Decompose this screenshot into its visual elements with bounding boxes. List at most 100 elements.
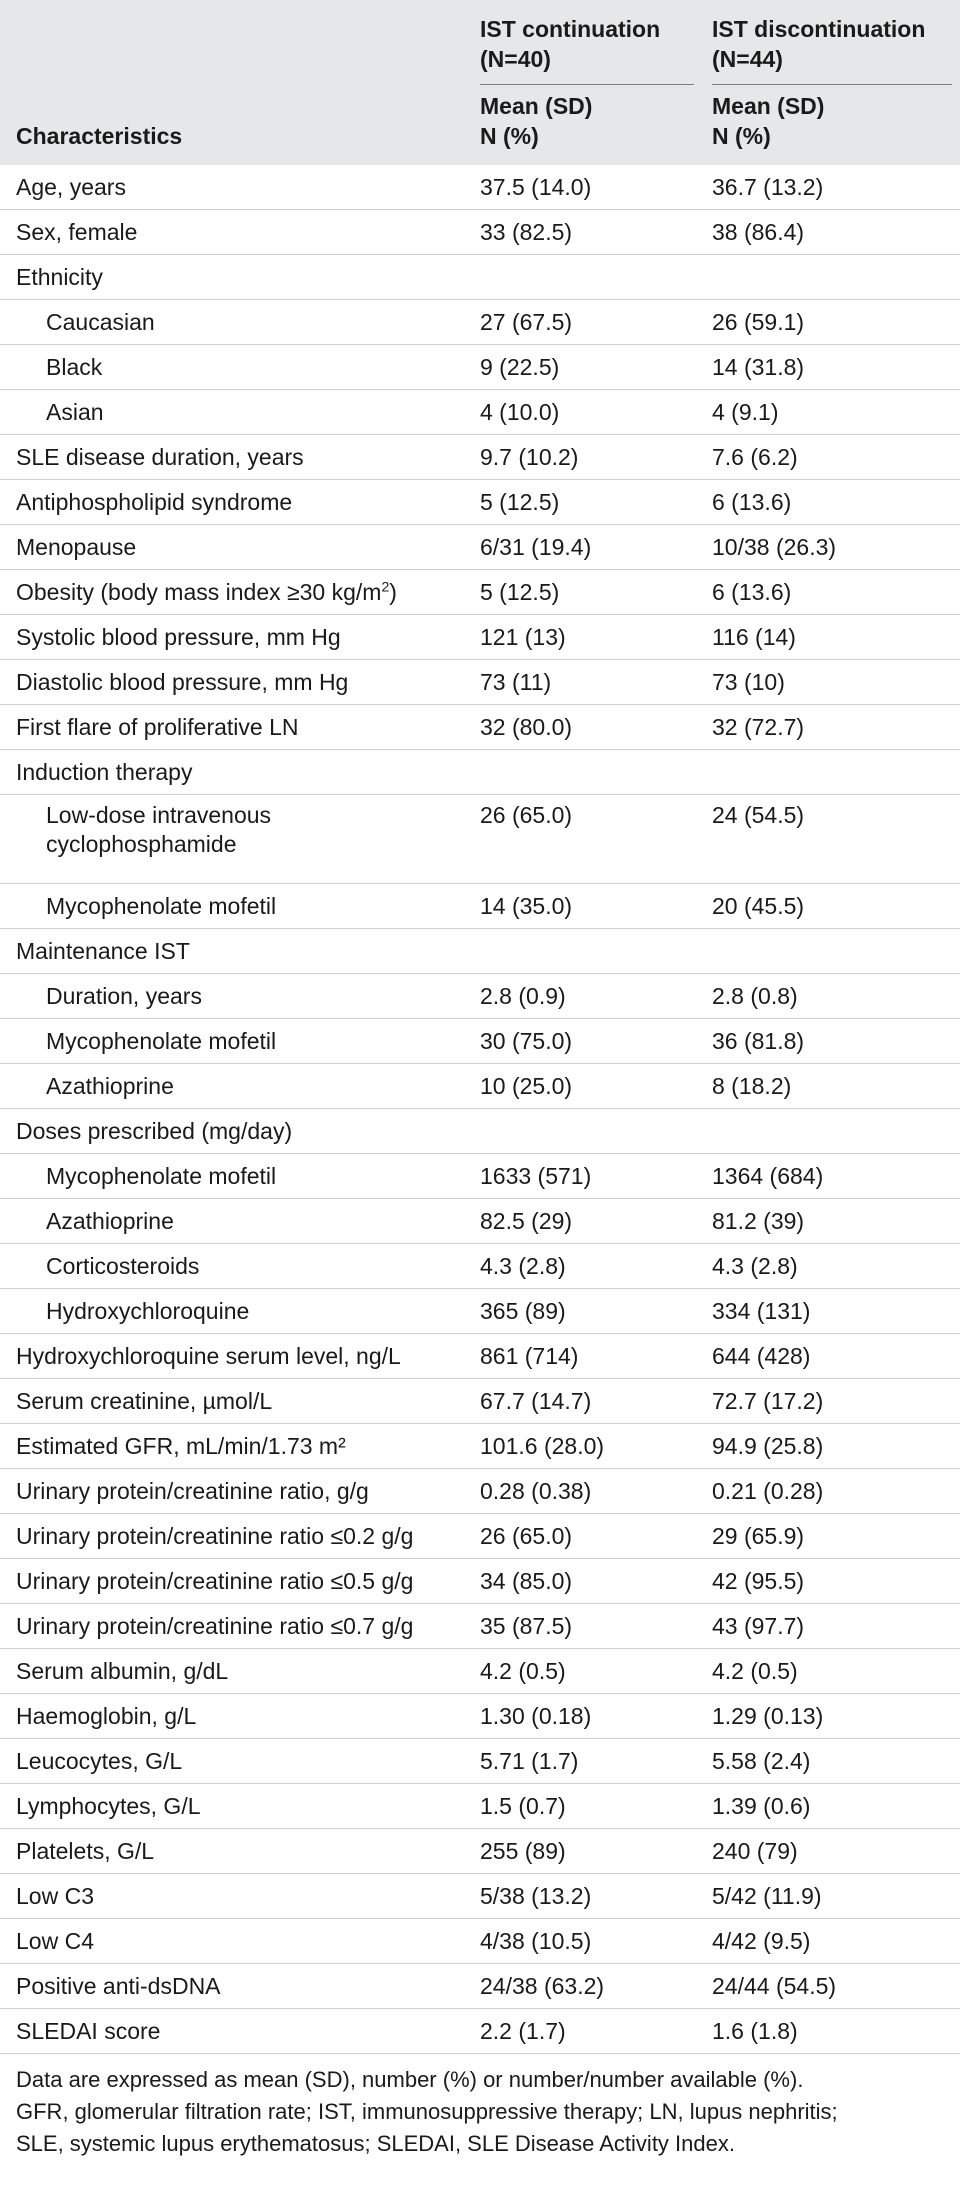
table-row: Ethnicity: [0, 254, 960, 300]
ist-continuation-value: 5/38 (13.2): [470, 1873, 702, 1919]
ist-continuation-value: 34 (85.0): [470, 1558, 702, 1604]
ist-discontinuation-value: 10/38 (26.3): [702, 524, 960, 570]
ist-continuation-value: 9 (22.5): [470, 344, 702, 390]
ist-discontinuation-value: 4.2 (0.5): [702, 1648, 960, 1694]
table-row: Sex, female 33 (82.5) 38 (86.4): [0, 209, 960, 255]
characteristics-column-header: Characteristics: [0, 0, 470, 165]
row-label-text: Low C4: [16, 1927, 94, 1954]
table-row: Positive anti-dsDNA 24/38 (63.2) 24/44 (54…: [0, 1963, 960, 2009]
ist-discontinuation-value: 1364 (684): [702, 1153, 960, 1199]
ist-continuation-value: 26 (65.0): [470, 794, 702, 884]
row-label-text: Urinary protein/creatinine ratio ≤0.5 g/…: [16, 1567, 414, 1594]
ist-discontinuation-value: 4/42 (9.5): [702, 1918, 960, 1964]
table-row: Caucasian 27 (67.5) 26 (59.1): [0, 299, 960, 345]
ist-discontinuation-value: [702, 749, 960, 795]
ist-continuation-value: 1.5 (0.7): [470, 1783, 702, 1829]
ist-continuation-value: 67.7 (14.7): [470, 1378, 702, 1424]
row-label: Systolic blood pressure, mm Hg: [0, 614, 470, 660]
ist-continuation-value: 4.3 (2.8): [470, 1243, 702, 1289]
table-row: Azathioprine 10 (25.0) 8 (18.2): [0, 1063, 960, 1109]
ist-discontinuation-value: 94.9 (25.8): [702, 1423, 960, 1469]
row-label-text: Sex, female: [16, 218, 138, 245]
ist-discontinuation-value: 36.7 (13.2): [702, 165, 960, 210]
ist-continuation-value: 101.6 (28.0): [470, 1423, 702, 1469]
ist-discontinuation-value: [702, 928, 960, 974]
ist-discontinuation-value: 240 (79): [702, 1828, 960, 1874]
row-label-text: Mycophenolate mofetil: [46, 1162, 277, 1189]
row-label-line-2: cyclophosphamide: [46, 831, 237, 857]
table-row: Serum creatinine, µmol/L 67.7 (14.7) 72.7 …: [0, 1378, 960, 1424]
ist-discontinuation-value: 20 (45.5): [702, 883, 960, 929]
row-label: Menopause: [0, 524, 470, 570]
ist-continuation-value: 4/38 (10.5): [470, 1918, 702, 1964]
row-label: Mycophenolate mofetil: [0, 883, 470, 929]
ist-continuation-value: 2.8 (0.9): [470, 973, 702, 1019]
table-row: Urinary protein/creatinine ratio ≤0.5 g/…: [0, 1558, 960, 1604]
ist-discontinuation-value: 644 (428): [702, 1333, 960, 1379]
row-label-text: Hydroxychloroquine serum level, ng/L: [16, 1342, 401, 1369]
row-label-text: Positive anti-dsDNA: [16, 1972, 221, 1999]
ist-continuation-value: 1.30 (0.18): [470, 1693, 702, 1739]
ist-discontinuation-value: 26 (59.1): [702, 299, 960, 345]
row-label: Ethnicity: [0, 254, 470, 300]
ist-discontinuation-value: 1.29 (0.13): [702, 1693, 960, 1739]
continuation-stat-n-pct: N (%): [480, 123, 539, 149]
ist-continuation-value: 861 (714): [470, 1333, 702, 1379]
table-row: Serum albumin, g/dL 4.2 (0.5) 4.2 (0.5): [0, 1648, 960, 1694]
table-row: Age, years 37.5 (14.0) 36.7 (13.2): [0, 165, 960, 210]
footnote-line-2: GFR, glomerular filtration rate; IST, im…: [16, 2099, 838, 2124]
ist-continuation-value: 9.7 (10.2): [470, 434, 702, 480]
ist-continuation-value: 4.2 (0.5): [470, 1648, 702, 1694]
ist-continuation-value: 0.28 (0.38): [470, 1468, 702, 1514]
table-header: Characteristics IST continuation (N=40) …: [0, 0, 960, 165]
footnote-line-3: SLE, systemic lupus erythematosus; SLEDA…: [16, 2131, 735, 2156]
row-label: Antiphospholipid syndrome: [0, 479, 470, 525]
ist-continuation-header: IST continuation (N=40): [470, 0, 702, 85]
row-label: SLEDAI score: [0, 2008, 470, 2054]
row-label: Urinary protein/creatinine ratio ≤0.5 g/…: [0, 1558, 470, 1604]
ist-continuation-value: 365 (89): [470, 1288, 702, 1334]
row-label: Maintenance IST: [0, 928, 470, 974]
ist-continuation-value: [470, 1108, 702, 1154]
row-label: Mycophenolate mofetil: [0, 1018, 470, 1064]
table-row: Urinary protein/creatinine ratio ≤0.2 g/…: [0, 1513, 960, 1559]
row-label-text: Doses prescribed (mg/day): [16, 1117, 293, 1144]
table-row: Antiphospholipid syndrome 5 (12.5) 6 (13.6…: [0, 479, 960, 525]
row-label-text: Caucasian: [46, 308, 155, 335]
table-row: Platelets, G/L 255 (89) 240 (79): [0, 1828, 960, 1874]
table-row: Induction therapy: [0, 749, 960, 795]
row-label: Leucocytes, G/L: [0, 1738, 470, 1784]
ist-discontinuation-value: 4 (9.1): [702, 389, 960, 435]
row-label-text: Low C3: [16, 1882, 94, 1909]
row-label-end: ): [389, 578, 397, 605]
ist-discontinuation-title: IST discontinuation: [712, 16, 926, 42]
row-label: Low C4: [0, 1918, 470, 1964]
ist-continuation-value: 35 (87.5): [470, 1603, 702, 1649]
ist-continuation-value: 121 (13): [470, 614, 702, 660]
row-label: Urinary protein/creatinine ratio ≤0.2 g/…: [0, 1513, 470, 1559]
row-label: Azathioprine: [0, 1198, 470, 1244]
row-label-text: Diastolic blood pressure, mm Hg: [16, 668, 349, 695]
table-row: Asian 4 (10.0) 4 (9.1): [0, 389, 960, 435]
row-label-text: Haemoglobin, g/L: [16, 1702, 197, 1729]
ist-continuation-title: IST continuation: [480, 16, 661, 42]
table-row: First flare of proliferative LN 32 (80.0)…: [0, 704, 960, 750]
ist-discontinuation-value: 116 (14): [702, 614, 960, 660]
ist-discontinuation-value: 2.8 (0.8): [702, 973, 960, 1019]
row-label: Induction therapy: [0, 749, 470, 795]
ist-discontinuation-value: 5.58 (2.4): [702, 1738, 960, 1784]
row-label: Positive anti-dsDNA: [0, 1963, 470, 2009]
ist-discontinuation-value: 334 (131): [702, 1288, 960, 1334]
ist-continuation-value: 30 (75.0): [470, 1018, 702, 1064]
ist-continuation-value: 6/31 (19.4): [470, 524, 702, 570]
ist-discontinuation-value: 8 (18.2): [702, 1063, 960, 1109]
row-label: Black: [0, 344, 470, 390]
ist-discontinuation-value: 0.21 (0.28): [702, 1468, 960, 1514]
ist-continuation-value: 2.2 (1.7): [470, 2008, 702, 2054]
row-label: Lymphocytes, G/L: [0, 1783, 470, 1829]
table-row: Lymphocytes, G/L 1.5 (0.7) 1.39 (0.6): [0, 1783, 960, 1829]
footnote-line-1: Data are expressed as mean (SD), number …: [16, 2067, 804, 2092]
ist-continuation-value: 4 (10.0): [470, 389, 702, 435]
table-row: SLE disease duration, years 9.7 (10.2) 7.6…: [0, 434, 960, 480]
